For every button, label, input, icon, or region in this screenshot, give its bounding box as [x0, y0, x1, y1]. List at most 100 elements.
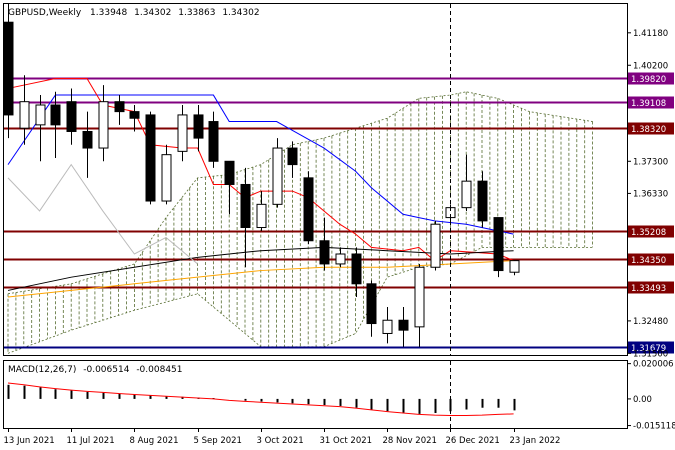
indicator-line: [7, 260, 514, 298]
candle: [272, 138, 283, 208]
candle: [50, 91, 61, 158]
level-label: 1.39108: [631, 99, 666, 109]
time-tick-label: 3 Oct 2021: [257, 436, 304, 446]
candle-body-bear: [303, 177, 314, 242]
candle-body-bear: [66, 101, 77, 132]
time-tick-label: 26 Dec 2021: [446, 436, 500, 446]
level-label-bg: [628, 72, 674, 85]
macd-signal-value: -0.008451: [136, 365, 182, 375]
level-label-bg: [628, 341, 674, 354]
price-axis: 1.41180 1.40200 1.37300 1.36330 1.32480 1.315…: [627, 29, 668, 359]
candle: [19, 75, 30, 145]
candlesticks: [4, 4, 520, 347]
price-tick-label: 1.37300: [633, 157, 668, 167]
candle: [98, 85, 109, 162]
candle-body-bull: [256, 203, 267, 229]
candle-body-bull: [98, 101, 109, 149]
candle: [66, 88, 77, 145]
candle-body-bear: [287, 147, 298, 166]
macd-panel: MACD(12,26,7) -0.006514 -0.008451 0.0200…: [3, 360, 675, 432]
candle: [240, 167, 251, 268]
candle-body-bull: [430, 223, 441, 268]
header-comma: ,: [46, 8, 49, 18]
candle-body-bear: [129, 111, 140, 119]
macd-header: MACD(12,26,7) -0.006514 -0.008451: [8, 365, 183, 375]
candle: [303, 171, 314, 245]
level-label: 1.34350: [631, 256, 666, 266]
candle-body-bear: [224, 160, 235, 185]
candle: [366, 280, 377, 337]
candle: [287, 141, 298, 178]
candle-body-bear: [351, 253, 362, 285]
candle-body-bull: [272, 147, 283, 205]
candle: [351, 247, 362, 298]
candle: [382, 306, 393, 344]
candle: [477, 171, 488, 228]
candle: [414, 263, 425, 347]
macd-value: -0.006514: [83, 365, 129, 375]
candle: [161, 144, 172, 205]
macd-tick-label: -0.015118: [633, 422, 675, 432]
time-tick-label: 13 Jun 2021: [4, 436, 55, 446]
candle-body-bull: [509, 260, 520, 273]
candle-body-bull: [161, 154, 172, 202]
time-tick-label: 23 Jan 2022: [510, 436, 561, 446]
time-tick-label: 31 Oct 2021: [320, 436, 373, 446]
level-label-bg: [628, 96, 674, 109]
candle: [208, 111, 219, 168]
price-tick-label: 1.32480: [633, 317, 668, 327]
header-low: 1.33863: [178, 8, 215, 18]
candle-body-bear: [208, 121, 219, 162]
candle: [177, 104, 188, 162]
price-tick-label: 1.31500: [633, 349, 668, 359]
level-label-bg: [628, 253, 674, 266]
macd-histogram: [7, 384, 516, 414]
candle: [493, 217, 504, 278]
candle-body-bear: [145, 114, 156, 202]
price-panel-frame: [3, 3, 628, 356]
candle-body-bull: [19, 101, 30, 129]
candle-body-bull: [177, 114, 188, 152]
candle-body-bear: [398, 319, 409, 331]
symbol-label: GBPUSD: [8, 8, 46, 18]
macd-panel-frame: [3, 360, 628, 429]
candle: [193, 104, 204, 152]
candle: [35, 95, 46, 162]
candle: [82, 111, 93, 178]
chart-header: GBPUSD,Weekly 1.33948 1.34302 1.33863 1.…: [8, 8, 260, 18]
candle: [509, 260, 520, 276]
time-tick-label: 28 Nov 2021: [383, 436, 437, 446]
candle: [4, 4, 14, 139]
macd-axis: 0.020006 0.00 -0.015118: [627, 360, 675, 432]
indicator-line: [7, 246, 514, 291]
candle-body-bull: [35, 104, 46, 126]
level-label: 1.31679: [631, 344, 666, 354]
candle-body-bear: [240, 183, 251, 229]
candle: [129, 104, 140, 132]
candle-body-bull: [382, 319, 393, 334]
cloud-span-b: [7, 246, 593, 354]
candle-body-bear: [493, 217, 504, 272]
candle: [319, 217, 330, 271]
candle: [335, 247, 346, 268]
price-tick-label: 1.41180: [633, 29, 668, 39]
level-label: 1.38320: [631, 125, 666, 135]
header-high: 1.34302: [134, 8, 171, 18]
macd-tick-label: 0.020006: [633, 360, 674, 370]
level-label: 1.39820: [631, 75, 666, 85]
price-tick-label: 1.40200: [633, 61, 668, 71]
candle: [224, 160, 235, 215]
time-axis: 13 Jun 2021 11 Jul 2021 8 Aug 2021 5 Sep 20…: [4, 428, 561, 446]
macd-signal-line: [7, 382, 514, 416]
header-close: 1.34302: [222, 8, 259, 18]
candle: [256, 191, 267, 231]
level-label-bg: [628, 281, 674, 294]
candle-body-bear: [4, 21, 14, 116]
candle: [114, 95, 125, 125]
level-label: 1.35208: [631, 228, 666, 238]
timeframe-label: Weekly: [49, 8, 82, 18]
candle: [398, 306, 409, 347]
level-label: 1.33493: [631, 284, 666, 294]
